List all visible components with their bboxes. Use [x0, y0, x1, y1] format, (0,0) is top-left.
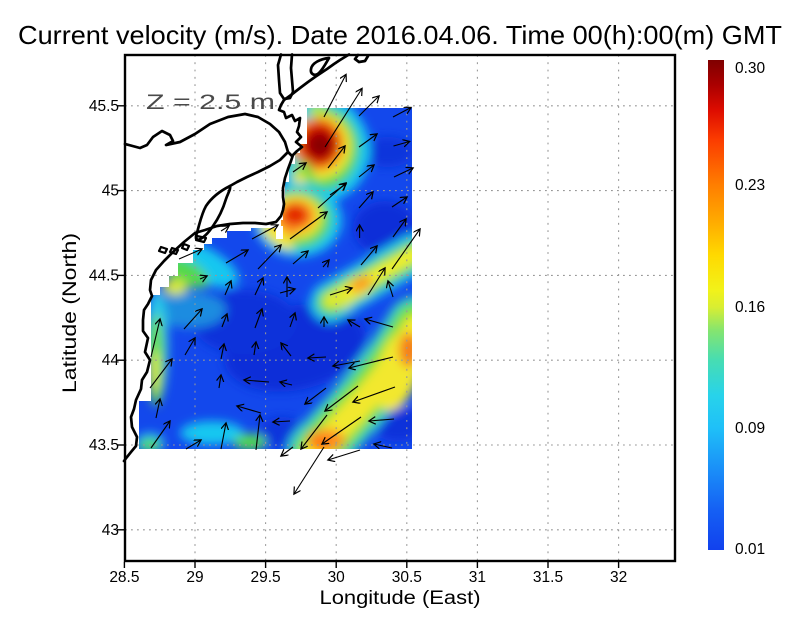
svg-text:29: 29 — [186, 569, 203, 586]
svg-text:28.5: 28.5 — [109, 569, 139, 586]
svg-text:29.5: 29.5 — [251, 569, 281, 586]
svg-text:0.01: 0.01 — [735, 541, 765, 558]
svg-text:Current velocity (m/s). Date 2: Current velocity (m/s). Date 2016.04.06.… — [18, 20, 782, 50]
svg-text:0.30: 0.30 — [735, 60, 766, 77]
svg-text:44: 44 — [102, 352, 120, 369]
svg-text:45.5: 45.5 — [89, 98, 119, 115]
svg-text:30.5: 30.5 — [392, 569, 422, 586]
svg-text:32: 32 — [610, 569, 627, 586]
svg-text:Longitude (East): Longitude (East) — [320, 588, 481, 609]
svg-text:0.09: 0.09 — [735, 420, 765, 437]
svg-text:Z = 2.5 m: Z = 2.5 m — [146, 91, 275, 114]
svg-text:45: 45 — [102, 183, 119, 200]
svg-text:0.23: 0.23 — [735, 177, 765, 194]
svg-text:0.16: 0.16 — [735, 299, 765, 316]
svg-text:Latitude (North): Latitude (North) — [60, 233, 81, 393]
svg-text:44.5: 44.5 — [89, 267, 119, 284]
svg-text:43.5: 43.5 — [89, 437, 119, 454]
svg-text:31.5: 31.5 — [533, 569, 563, 586]
svg-text:43: 43 — [102, 522, 119, 539]
svg-text:31: 31 — [469, 569, 486, 586]
svg-text:30: 30 — [328, 569, 346, 586]
